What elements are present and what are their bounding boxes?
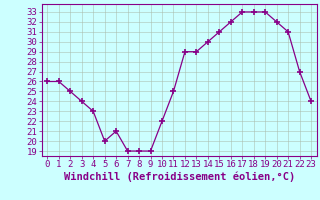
X-axis label: Windchill (Refroidissement éolien,°C): Windchill (Refroidissement éolien,°C) <box>64 172 295 182</box>
